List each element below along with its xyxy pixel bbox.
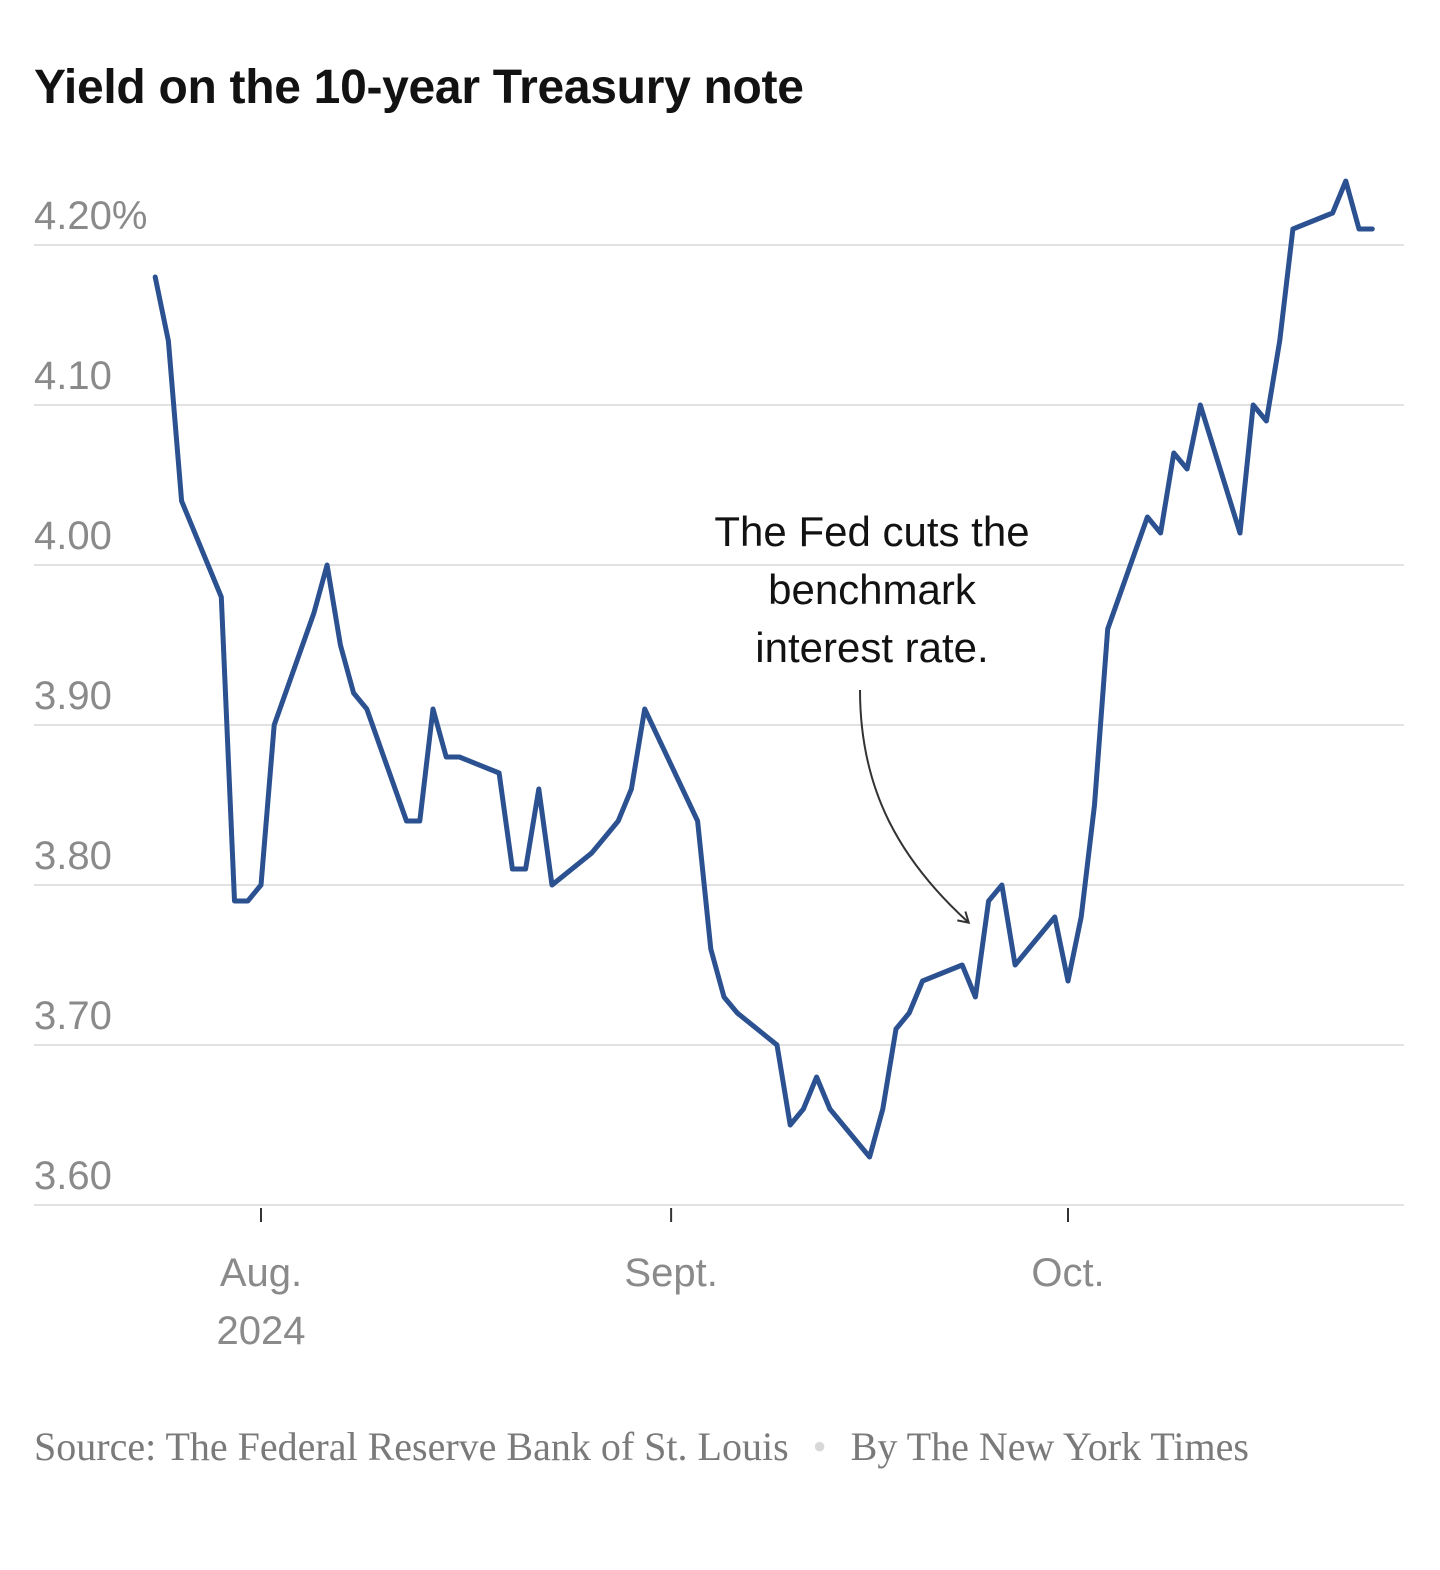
y-tick-label: 4.10 (34, 354, 112, 398)
annotation: The Fed cuts the benchmark interest rate. (714, 508, 1030, 924)
annotation-arrow (859, 689, 971, 924)
y-axis-labels: 4.20% 4.10 4.00 3.90 3.80 3.70 3.60 (34, 194, 147, 1198)
annotation-text: The Fed cuts the (714, 508, 1029, 555)
source-text: Source: The Federal Reserve Bank of St. … (34, 1424, 789, 1469)
x-tick-label: Sept. (624, 1251, 717, 1295)
y-tick-label: 3.70 (34, 994, 112, 1038)
annotation-text: interest rate. (755, 624, 988, 671)
y-tick-label: 3.60 (34, 1154, 112, 1198)
source-note: Source: The Federal Reserve Bank of St. … (34, 1420, 1406, 1474)
y-tick-label: 4.20% (34, 194, 147, 238)
chart-area: 4.20% 4.10 4.00 3.90 3.80 3.70 3.60 Aug. 2024 Se… (34, 178, 1404, 1353)
x-tick-label: Oct. (1031, 1251, 1104, 1295)
y-tick-label: 3.90 (34, 674, 112, 718)
chart-title: Yield on the 10-year Treasury note (34, 61, 804, 114)
x-tick-sublabel: 2024 (217, 1309, 306, 1353)
separator-dot: • (812, 1424, 827, 1469)
byline: By The New York Times (850, 1424, 1249, 1469)
series-layer (152, 178, 1375, 1160)
x-tick-label: Aug. (220, 1251, 302, 1295)
series-line (152, 178, 1375, 1160)
annotation-text: benchmark (768, 566, 977, 613)
y-tick-label: 4.00 (34, 514, 112, 558)
y-tick-label: 3.80 (34, 834, 112, 878)
x-axis: Aug. 2024 Sept. Oct. (217, 1208, 1105, 1353)
gridlines (34, 244, 1404, 1206)
